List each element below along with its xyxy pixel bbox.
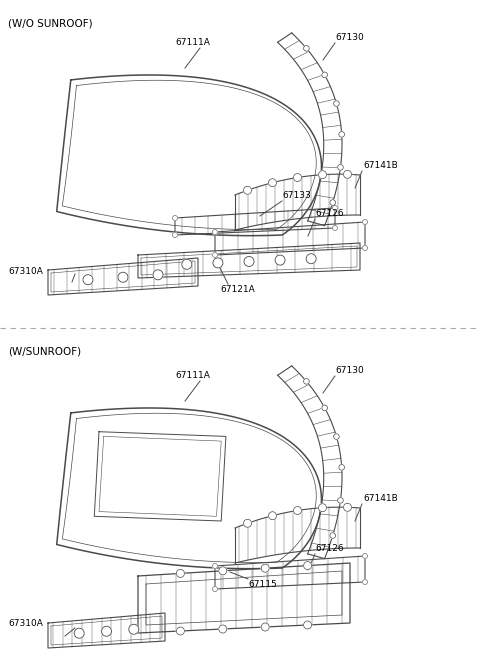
Text: 67121A: 67121A — [220, 285, 255, 294]
Circle shape — [275, 255, 285, 265]
Circle shape — [339, 464, 345, 470]
Circle shape — [322, 405, 327, 411]
Circle shape — [268, 179, 276, 187]
Circle shape — [118, 272, 128, 282]
Circle shape — [243, 519, 252, 527]
Circle shape — [219, 625, 227, 633]
Circle shape — [339, 132, 345, 137]
Circle shape — [337, 498, 343, 503]
Circle shape — [322, 72, 327, 78]
Circle shape — [303, 379, 309, 384]
Text: (W/O SUNROOF): (W/O SUNROOF) — [8, 18, 93, 28]
Circle shape — [244, 257, 254, 267]
Circle shape — [330, 533, 336, 538]
Circle shape — [333, 225, 337, 231]
Circle shape — [319, 504, 326, 512]
Circle shape — [177, 627, 184, 635]
Circle shape — [304, 561, 312, 570]
Circle shape — [101, 626, 111, 636]
Circle shape — [213, 563, 217, 569]
Circle shape — [344, 503, 351, 512]
Circle shape — [362, 246, 368, 250]
Text: 67141B: 67141B — [363, 494, 398, 503]
Circle shape — [177, 569, 184, 578]
Circle shape — [261, 564, 269, 572]
Text: 67115: 67115 — [248, 580, 277, 589]
Circle shape — [219, 567, 227, 575]
Circle shape — [344, 170, 351, 178]
Circle shape — [330, 200, 336, 206]
Circle shape — [268, 512, 276, 519]
Text: 67133: 67133 — [282, 191, 311, 200]
Text: 67130: 67130 — [335, 366, 364, 375]
Circle shape — [261, 623, 269, 631]
Circle shape — [362, 553, 368, 559]
Circle shape — [333, 206, 337, 210]
Circle shape — [153, 270, 163, 280]
Circle shape — [334, 434, 339, 440]
Circle shape — [213, 229, 217, 234]
Circle shape — [304, 621, 312, 629]
Text: 67111A: 67111A — [175, 38, 210, 47]
Text: 67130: 67130 — [335, 33, 364, 42]
Circle shape — [182, 259, 192, 269]
Circle shape — [319, 171, 326, 179]
Circle shape — [172, 233, 178, 238]
Circle shape — [83, 274, 93, 285]
Circle shape — [213, 258, 223, 268]
Circle shape — [337, 164, 343, 170]
Circle shape — [362, 580, 368, 584]
Circle shape — [243, 186, 252, 195]
Circle shape — [303, 46, 309, 51]
Text: 67310A: 67310A — [8, 267, 43, 276]
Text: 67126: 67126 — [315, 209, 344, 218]
Text: 67111A: 67111A — [175, 371, 210, 380]
Text: 67141B: 67141B — [363, 161, 398, 170]
Text: 67310A: 67310A — [8, 618, 43, 627]
Circle shape — [334, 101, 339, 106]
Circle shape — [293, 506, 301, 514]
Circle shape — [293, 174, 301, 181]
Circle shape — [172, 215, 178, 221]
Circle shape — [129, 624, 139, 634]
Circle shape — [362, 219, 368, 225]
Circle shape — [213, 586, 217, 591]
Circle shape — [213, 252, 217, 257]
Circle shape — [74, 628, 84, 638]
Text: (W/SUNROOF): (W/SUNROOF) — [8, 346, 81, 356]
Text: 67126: 67126 — [315, 544, 344, 553]
Circle shape — [306, 253, 316, 264]
